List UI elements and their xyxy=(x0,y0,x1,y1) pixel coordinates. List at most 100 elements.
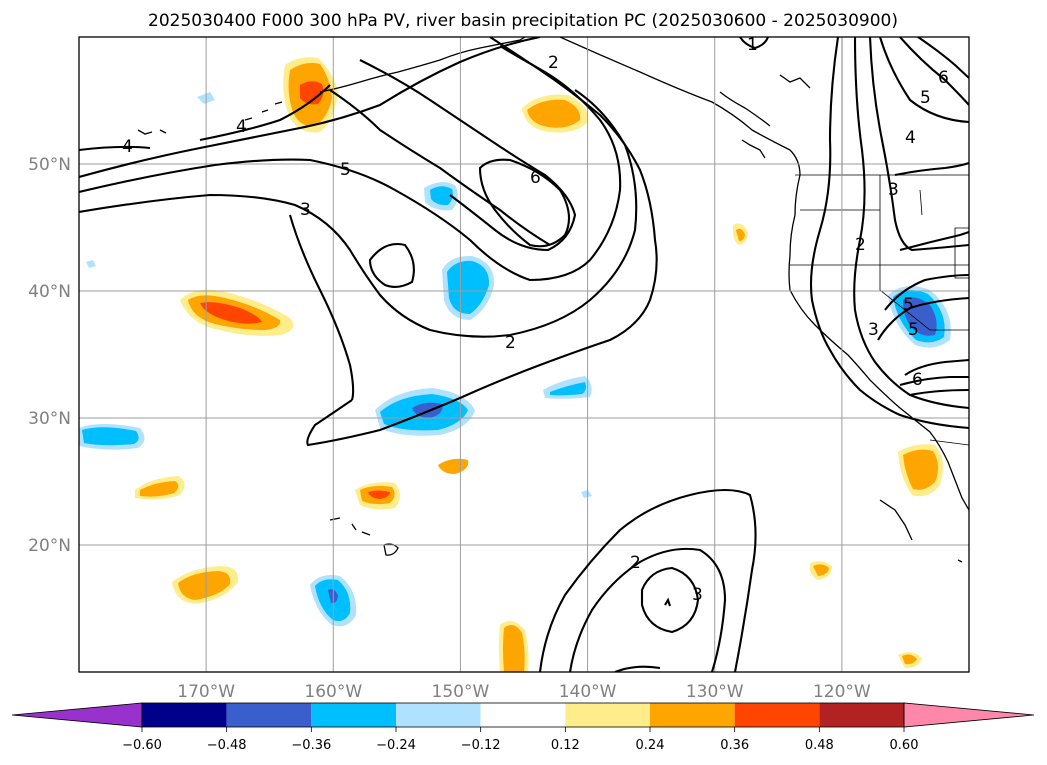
pv-contours xyxy=(79,37,969,672)
precip-negative-region xyxy=(82,427,139,446)
colorbar-outline xyxy=(141,702,905,728)
island xyxy=(957,559,963,563)
pv-contour-line xyxy=(899,37,969,106)
us-state-borders xyxy=(954,227,969,279)
pv-contour-line xyxy=(909,388,969,397)
latitude-labels: 50°N 40°N 30°N 20°N xyxy=(28,155,71,556)
colorbar-box xyxy=(226,703,312,727)
precip-positive-region xyxy=(178,571,231,600)
precip-positive-region xyxy=(527,99,581,128)
baja-coast xyxy=(879,499,913,541)
lat-tick-label: 50°N xyxy=(28,155,71,175)
precip-positive-region xyxy=(438,458,469,474)
lon-tick-label: 150°W xyxy=(432,682,490,702)
precip-positive-region xyxy=(503,624,525,672)
pv-contour-label: 3 xyxy=(868,320,879,340)
colorbar-box xyxy=(734,703,820,727)
precip-positive-region xyxy=(813,564,829,576)
alaska-peninsula-coast xyxy=(319,37,526,93)
lon-tick-label: 120°W xyxy=(813,682,871,702)
colorbar-box xyxy=(819,703,904,727)
pv-contour-label: 6 xyxy=(912,370,923,390)
canada-us-border xyxy=(841,37,969,176)
pv-contour-label: 5 xyxy=(903,295,914,315)
colorbar-extend-high xyxy=(903,702,1035,728)
coastlines xyxy=(137,37,969,563)
lat-tick-label: 30°N xyxy=(28,409,71,429)
precip-negative-region xyxy=(550,382,586,396)
pv-contour-line xyxy=(904,358,969,376)
pv-contour-label: 1 xyxy=(747,35,758,55)
pv-contour-label: 5 xyxy=(340,160,351,180)
pv-contour-line xyxy=(899,375,969,387)
hawaii-islands xyxy=(329,517,399,556)
colorbar-tick-label: −0.24 xyxy=(376,738,416,753)
precip-positive-region xyxy=(140,481,179,497)
pv-contour-line xyxy=(917,37,969,79)
pv-contour-label: 5 xyxy=(908,320,919,340)
aleutian-islands xyxy=(244,101,283,121)
longitude-labels: 170°W 160°W 150°W 140°W 130°W 120°W xyxy=(177,682,871,702)
pv-contour-label: 4 xyxy=(236,117,247,137)
pv-contour-label: 2 xyxy=(855,235,866,255)
pv-contour-label: 4 xyxy=(905,128,916,148)
map-frame xyxy=(78,36,970,673)
pv-contour-line xyxy=(79,89,638,338)
lon-tick-label: 130°W xyxy=(686,682,744,702)
pv-contour-line xyxy=(478,158,571,248)
precip-positive-region xyxy=(200,302,262,324)
pv-contour-line xyxy=(809,37,969,430)
colorbar-box xyxy=(396,703,481,727)
precip-positive-region xyxy=(368,490,390,499)
pv-contour-label: 3 xyxy=(300,200,311,220)
pv-contour-line xyxy=(306,37,658,447)
colorbar-box xyxy=(142,703,227,727)
precip-negative-region xyxy=(86,260,96,268)
colorbar-box xyxy=(565,703,650,727)
pv-contour-line xyxy=(884,273,969,311)
lat-tick-label: 40°N xyxy=(28,282,71,302)
colorbar-tick-label: −0.48 xyxy=(207,738,247,753)
pv-contour-line xyxy=(329,89,551,246)
pv-contour-line xyxy=(739,37,769,50)
colorbar-ticks: −0.60 −0.48 −0.36 −0.24 −0.12 0.12 0.24 0.36 0.4… xyxy=(122,727,918,753)
pv-contour-line xyxy=(79,37,541,179)
pv-contour-line xyxy=(878,37,969,124)
colorbar-boxes xyxy=(11,702,1035,728)
colorbar-tick-label: 0.60 xyxy=(890,738,919,753)
pv-contour-label: 3 xyxy=(888,180,899,200)
us-mexico-border xyxy=(929,439,969,446)
pv-contour-label: 6 xyxy=(938,68,949,88)
pv-contour-line xyxy=(288,214,355,401)
precip-positive-region xyxy=(300,81,324,105)
positive-anomaly-regions xyxy=(135,57,944,672)
precip-positive-region xyxy=(736,228,745,241)
pv-contour-labels: 1 2 2 2 2 3 3 3 3 4 4 4 5 5 5 5 6 6 6 xyxy=(122,35,949,605)
map-title: 2025030400 F000 300 hPa PV, river basin … xyxy=(148,11,898,31)
colorbar-box xyxy=(311,703,396,727)
precip-negative-region xyxy=(447,260,490,314)
us-state-borders xyxy=(790,175,969,266)
north-america-west-coast xyxy=(559,37,969,511)
pv-contour-label: 4 xyxy=(122,137,133,157)
pv-contour-line xyxy=(538,488,757,672)
lon-tick-label: 140°W xyxy=(559,682,617,702)
pv-contour-line xyxy=(640,566,700,634)
pv-contour-line xyxy=(79,45,622,282)
pv-contour-line xyxy=(614,665,661,672)
pv-contour-line xyxy=(877,296,969,341)
colorbar-tick-label: −0.12 xyxy=(461,738,501,753)
colorbar-box xyxy=(650,703,735,727)
alaska-panhandle-coast xyxy=(719,91,771,127)
colorbar-tick-label: −0.36 xyxy=(291,738,331,753)
map-area: 1 2 2 2 2 3 3 3 3 4 4 4 5 5 5 5 6 6 6 xyxy=(79,35,969,672)
precip-negative-region xyxy=(430,186,453,206)
coastal-islands xyxy=(741,139,766,159)
colorbar-box xyxy=(480,703,566,727)
lon-tick-label: 170°W xyxy=(177,682,235,702)
colorbar-tick-label: 0.48 xyxy=(805,738,834,753)
precip-positive-region xyxy=(903,449,939,490)
pv-contour-line xyxy=(868,37,969,252)
pv-contour-label: 2 xyxy=(505,333,516,353)
